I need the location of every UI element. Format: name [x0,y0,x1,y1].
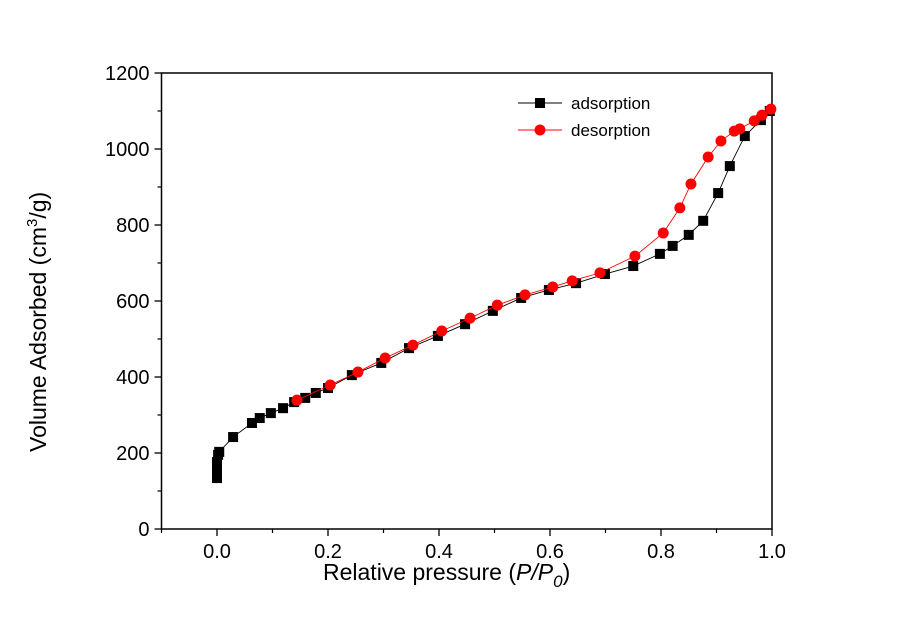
adsorption-point [376,357,387,368]
y-tick-label: 1200 [105,63,150,85]
desorption-point [728,125,740,137]
desorption-point [765,103,777,115]
desorption-point [407,339,419,351]
adsorption-point [212,457,222,468]
x-tick-label: 0.6 [536,541,564,563]
desorption-point [379,352,391,364]
adsorption-point [214,446,225,457]
desorption-point [685,178,697,190]
adsorption-line [216,110,771,479]
adsorption-point [654,248,665,259]
adsorption-point [212,473,222,484]
x-tick-label: 0.2 [314,541,342,563]
desorption-point [519,289,531,301]
x-tick-label: 0.4 [425,541,453,563]
desorption-point [566,275,578,287]
adsorption-point [310,387,321,398]
desorption-point [715,135,727,147]
desorption-point [594,267,606,279]
adsorption-point [724,161,735,172]
y-tick-label: 600 [116,291,149,313]
adsorption-point [487,305,498,316]
y-tick-label: 1000 [105,139,150,161]
series-adsorption [212,106,775,484]
adsorption-point [246,417,257,428]
desorption-point [291,394,303,406]
adsorption-point [212,467,222,477]
series-desorption [291,103,777,406]
desorption-point [629,250,641,262]
adsorption-point [265,408,276,419]
adsorption-point [300,392,311,403]
adsorption-point [254,413,265,424]
x-tick-label: 1.0 [758,541,786,563]
desorption-point [324,379,336,391]
legend-marker-desorption [534,124,546,136]
adsorption-point [713,188,724,199]
adsorption-point [667,240,678,251]
desorption-point [352,366,364,378]
desorption-point [491,299,503,311]
axes: 0.0 0.2 0.4 0.6 0.8 1.0 0 200 400 600 800 1000 1200 [105,63,786,563]
desorption-point [547,281,559,293]
y-tick-label: 200 [116,443,149,465]
adsorption-point [628,261,639,272]
desorption-point [756,109,768,121]
adsorption-point [278,403,289,414]
legend-marker-adsorption [535,98,545,108]
y-axis-label: Volume Adsorbed (cm3/g) [24,192,51,452]
legend-label-adsorption: adsorption [571,94,650,113]
x-tick-label: 0.8 [647,541,675,563]
adsorption-point [228,432,239,443]
adsorption-point [460,319,471,330]
desorption-point [748,115,760,127]
x-axis-label: Relative pressure (P/P0) [323,559,570,591]
desorption-point [702,151,714,163]
adsorption-point [683,229,694,240]
legend: adsorption desorption [518,94,650,140]
desorption-point [674,202,686,214]
x-tick-label: 0.0 [203,541,231,563]
adsorption-point [698,215,709,226]
adsorption-point [739,131,750,142]
legend-label-desorption: desorption [571,121,650,140]
adsorption-point [432,330,443,341]
desorption-point [464,312,476,324]
series-layer [212,103,777,484]
plot-frame [160,72,773,530]
y-tick-label: 400 [116,367,149,389]
y-tick-label: 0 [138,519,149,541]
desorption-point [436,325,448,337]
y-tick-label: 800 [116,215,149,237]
desorption-point [657,227,669,239]
desorption-line [296,108,772,401]
